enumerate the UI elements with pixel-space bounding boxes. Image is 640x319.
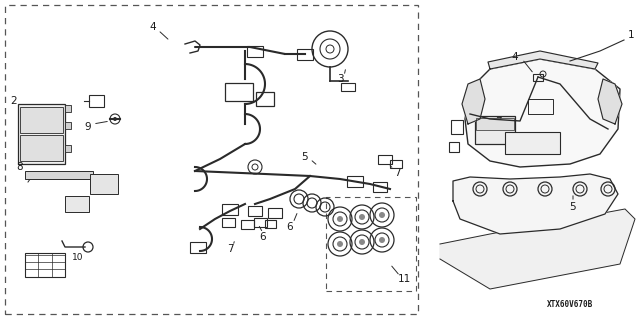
Text: 7: 7 — [227, 244, 234, 254]
Circle shape — [359, 239, 365, 245]
Text: 7: 7 — [495, 117, 501, 127]
Bar — [248, 206, 262, 216]
Polygon shape — [440, 209, 635, 289]
Bar — [65, 145, 71, 152]
Bar — [449, 142, 459, 152]
Bar — [241, 219, 253, 228]
Bar — [378, 154, 392, 164]
Bar — [533, 73, 543, 80]
Circle shape — [337, 241, 343, 247]
Bar — [65, 122, 71, 129]
Polygon shape — [465, 59, 620, 167]
Bar — [89, 95, 104, 107]
Bar — [190, 241, 206, 253]
Bar — [20, 107, 63, 133]
Bar — [25, 171, 93, 179]
Bar — [264, 220, 275, 228]
Text: 8: 8 — [17, 162, 23, 172]
Bar — [475, 116, 515, 144]
Circle shape — [113, 117, 117, 121]
Text: 7: 7 — [394, 168, 400, 178]
Text: 5: 5 — [301, 152, 308, 162]
Text: 3: 3 — [337, 74, 343, 84]
Bar — [25, 253, 65, 277]
Text: 1: 1 — [628, 30, 634, 40]
Bar — [253, 218, 266, 226]
Text: 5: 5 — [570, 202, 576, 212]
Bar — [505, 132, 560, 154]
Bar — [451, 120, 463, 134]
Bar — [528, 99, 553, 114]
Polygon shape — [598, 79, 622, 124]
Bar — [221, 218, 234, 226]
Bar — [222, 204, 238, 214]
Text: 9: 9 — [84, 122, 92, 132]
Bar — [390, 160, 402, 168]
Polygon shape — [488, 51, 598, 69]
Bar — [476, 118, 514, 130]
Bar — [256, 92, 274, 106]
Bar — [65, 196, 89, 212]
Text: 4: 4 — [150, 22, 156, 32]
Bar — [20, 135, 63, 161]
Bar — [225, 83, 253, 101]
Bar — [247, 46, 263, 56]
Text: 6: 6 — [287, 222, 293, 232]
Circle shape — [359, 214, 365, 220]
Text: 2: 2 — [11, 96, 17, 106]
Text: 10: 10 — [72, 253, 84, 262]
Circle shape — [337, 216, 343, 222]
Polygon shape — [462, 79, 485, 124]
Bar — [268, 208, 282, 218]
Bar — [18, 104, 65, 164]
Bar — [347, 175, 363, 187]
Bar — [373, 182, 387, 192]
Bar — [341, 83, 355, 91]
Circle shape — [379, 212, 385, 218]
Text: XTX60V670B: XTX60V670B — [547, 300, 593, 309]
Bar — [65, 105, 71, 112]
Circle shape — [379, 237, 385, 243]
Bar — [297, 48, 313, 60]
Text: 6: 6 — [260, 232, 266, 242]
Text: 4: 4 — [512, 52, 518, 62]
Bar — [90, 174, 118, 194]
Polygon shape — [453, 174, 618, 234]
Text: 11: 11 — [397, 274, 411, 284]
